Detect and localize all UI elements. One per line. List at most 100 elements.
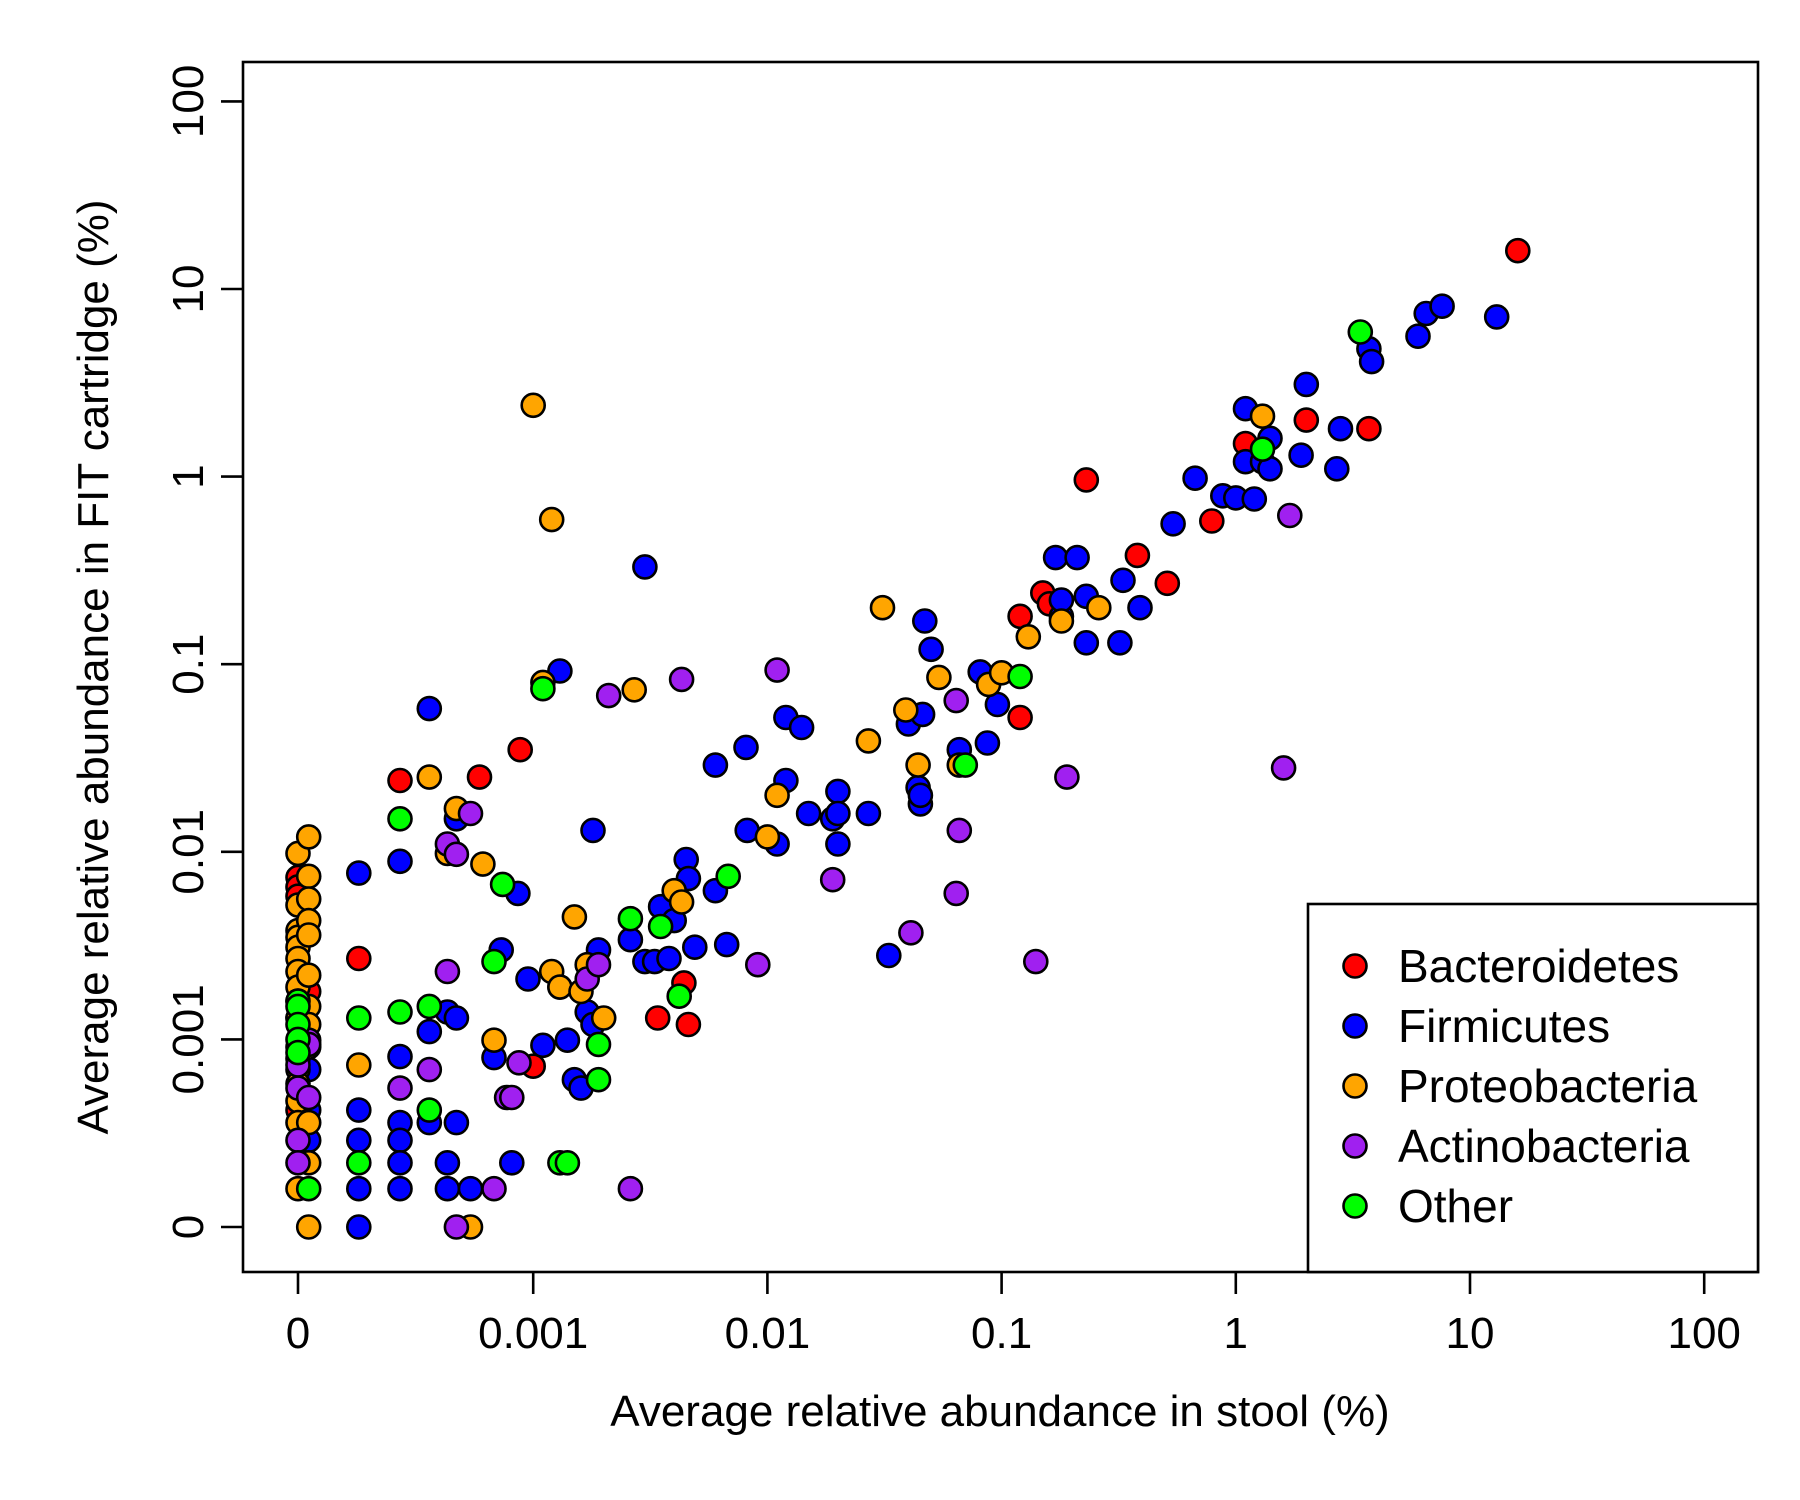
data-point: [788, 714, 815, 741]
x-tick-label: 0.001: [478, 1309, 588, 1358]
data-point: [345, 1005, 372, 1031]
data-point: [295, 863, 322, 890]
y-tick-label: 1: [164, 464, 213, 488]
data-point: [617, 1175, 644, 1202]
data-point: [1042, 544, 1069, 571]
data-point: [285, 1127, 311, 1154]
y-tick-label: 0.001: [164, 984, 213, 1094]
data-point: [943, 880, 970, 907]
data-point: [943, 687, 970, 714]
data-point: [295, 962, 322, 989]
data-point: [713, 931, 740, 958]
data-point: [443, 1109, 470, 1136]
data-point: [434, 1175, 461, 1202]
data-point: [1327, 415, 1354, 442]
legend-swatch: [1342, 1133, 1368, 1159]
data-point: [434, 958, 461, 985]
data-point: [1505, 237, 1531, 264]
data-point: [926, 664, 952, 691]
data-point: [481, 1027, 507, 1053]
data-point: [387, 848, 413, 875]
data-point: [825, 778, 851, 805]
y-tick-label: 100: [164, 65, 213, 138]
data-point: [647, 913, 674, 940]
data-point: [554, 1150, 581, 1176]
data-point: [1124, 542, 1151, 569]
legend-label: Bacteroidetes: [1398, 940, 1679, 992]
data-point: [481, 948, 507, 975]
data-point: [1249, 403, 1276, 430]
x-tick-label: 10: [1446, 1309, 1495, 1358]
data-point: [434, 1150, 461, 1176]
data-point: [1064, 544, 1090, 571]
legend-swatch: [1342, 1193, 1368, 1219]
legend-label: Actinobacteria: [1398, 1120, 1690, 1172]
data-point: [585, 1031, 612, 1058]
axes-layer: 0 0.001 0.01 0.1 1 10 100 0 0.001 0.01 0.1 1 10 100: [164, 65, 1741, 1358]
data-point: [744, 951, 771, 978]
data-point: [345, 1150, 372, 1176]
data-point: [656, 945, 682, 972]
data-point: [1293, 407, 1320, 433]
y-tick-label: 0.1: [164, 634, 213, 695]
data-point: [632, 554, 658, 580]
x-tick-label: 0.1: [971, 1309, 1032, 1358]
x-tick-label: 0.01: [725, 1309, 811, 1358]
y-tick-label: 10: [164, 265, 213, 314]
y-tick-label: 0: [164, 1215, 213, 1239]
data-point: [1048, 608, 1075, 634]
data-point: [457, 1175, 484, 1202]
data-point: [590, 1005, 617, 1031]
data-point: [387, 1043, 413, 1070]
points-layer: [285, 237, 1531, 1240]
legend-swatch: [1342, 1073, 1368, 1099]
data-point: [443, 1005, 470, 1031]
data-point: [470, 851, 496, 877]
data-point: [506, 1050, 532, 1076]
data-point: [1086, 594, 1112, 621]
y-axis-label: Average relative abundance in FIT cartri…: [69, 199, 118, 1134]
data-point: [1483, 304, 1510, 330]
data-point: [489, 871, 516, 898]
x-tick-label: 0: [286, 1309, 310, 1358]
data-point: [681, 934, 708, 961]
data-point: [1073, 467, 1100, 493]
data-point: [1154, 570, 1181, 597]
data-point: [1249, 436, 1276, 463]
x-axis-label: Average relative abundance in stool (%): [610, 1387, 1389, 1436]
y-tick-label: 0.01: [164, 809, 213, 895]
data-point: [952, 752, 979, 778]
data-point: [1107, 629, 1133, 656]
data-point: [1356, 415, 1382, 442]
data-point: [530, 1032, 556, 1059]
data-point: [443, 1214, 470, 1240]
data-point: [466, 764, 493, 790]
data-point: [764, 782, 790, 809]
data-point: [675, 1011, 702, 1038]
data-point: [1023, 948, 1049, 975]
data-point: [764, 657, 790, 683]
data-point: [666, 983, 693, 1010]
data-point: [911, 608, 938, 634]
data-point: [898, 919, 924, 946]
data-point: [416, 1018, 443, 1045]
data-point: [387, 1175, 413, 1202]
data-point: [892, 697, 919, 723]
data-point: [345, 1214, 372, 1240]
data-point: [345, 860, 372, 886]
data-point: [918, 636, 944, 663]
data-point: [869, 594, 896, 621]
data-point: [295, 1084, 322, 1111]
data-point: [855, 800, 882, 827]
data-point: [668, 666, 695, 693]
data-point: [345, 945, 372, 972]
data-point: [825, 800, 851, 827]
series-actinobacteria: [285, 502, 1303, 1240]
data-point: [702, 752, 729, 778]
data-point: [416, 1056, 443, 1083]
data-point: [295, 824, 322, 850]
data-point: [621, 676, 648, 703]
x-tick-label: 1: [1224, 1309, 1248, 1358]
data-point: [387, 1075, 413, 1101]
x-tick-label: 100: [1667, 1309, 1740, 1358]
